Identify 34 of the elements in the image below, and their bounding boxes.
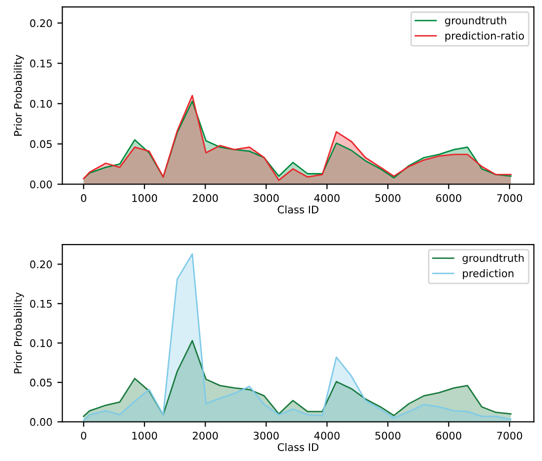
y-axis-title: Prior Probability <box>14 54 24 136</box>
y-tick-label: 0.10 <box>30 339 52 348</box>
y-tick-label: 0.05 <box>30 140 52 148</box>
x-tick-label: 7000 <box>497 432 522 440</box>
x-tick-label: 1000 <box>132 194 158 202</box>
y-tick-label: 0.10 <box>30 100 52 108</box>
x-tick-label: 5000 <box>375 194 400 202</box>
y-tick-label: 0.00 <box>30 418 52 426</box>
y-tick-label: 0.05 <box>30 378 52 387</box>
x-tick-label: 0 <box>81 194 86 202</box>
x-tick-label: 7000 <box>497 194 522 202</box>
legend-label: groundtruth <box>462 254 524 264</box>
x-tick-label: 4000 <box>314 432 340 440</box>
x-tick-label: 2000 <box>192 194 218 202</box>
x-tick-label: 2000 <box>192 432 218 440</box>
y-tick-label: 0.20 <box>30 19 52 28</box>
x-tick-label: 3000 <box>254 194 279 202</box>
y-tick-label: 0.15 <box>30 60 52 68</box>
x-tick-label: 4000 <box>314 194 340 202</box>
y-axis-title: Prior Probability <box>14 292 24 374</box>
x-tick-label: 1000 <box>132 432 158 440</box>
y-tick-label: 0.20 <box>30 260 52 268</box>
x-axis-title: Class ID <box>278 205 318 214</box>
x-tick-label: 6000 <box>436 432 462 440</box>
legend-label: prediction-ratio <box>445 32 524 42</box>
legend-label: groundtruth <box>445 16 506 26</box>
y-tick-label: 0.00 <box>30 180 52 188</box>
y-tick-label: 0.15 <box>30 300 52 308</box>
x-tick-label: 0 <box>81 432 86 440</box>
x-axis-title: Class ID <box>278 443 318 452</box>
x-tick-label: 3000 <box>254 432 279 440</box>
x-tick-label: 5000 <box>375 432 400 440</box>
x-tick-label: 6000 <box>436 194 462 202</box>
legend-label: prediction <box>462 269 514 280</box>
